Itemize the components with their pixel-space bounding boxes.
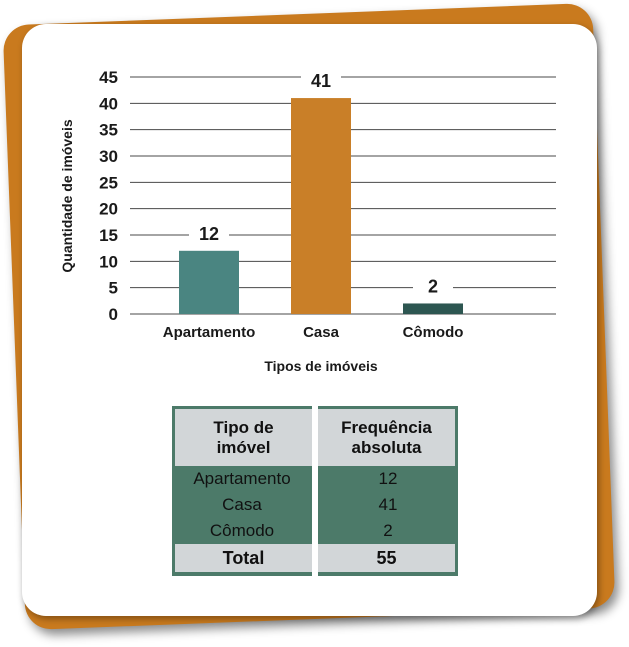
x-category-casa: Casa [303,324,340,341]
table-cell-freq-1: 12 [378,469,398,488]
table-header-frequencia: Frequência absoluta [318,409,455,466]
y-tick-label-25: 25 [99,173,118,192]
table-header-tipo: Tipo de imóvel [175,409,312,466]
y-axis-title: Quantidade de imóveis [59,119,75,272]
y-tick-label-45: 45 [99,68,118,87]
header-freq-line2: absoluta [351,437,422,457]
y-tick-label-20: 20 [99,200,118,219]
table-cell-tipo-2: Casa [222,495,262,514]
y-tick-label-0: 0 [109,305,118,324]
header-tipo-line1: Tipo de [213,417,274,437]
x-axis-categories: Apartamento Casa Cômodo [163,324,464,341]
y-tick-label-30: 30 [99,147,118,166]
y-tick-label-15: 15 [99,226,118,245]
table-column-divider [312,406,318,576]
table-total-value: 55 [318,544,455,572]
y-tick-label-40: 40 [99,94,118,113]
data-label-bg-comodo [413,276,453,297]
table-cell-tipo-1: Apartamento [193,469,291,488]
bar-chart: 0 5 10 15 20 25 30 35 40 45 12 41 2 Apartamento Casa… [59,68,556,374]
header-freq-line1: Frequência [341,417,432,437]
x-category-comodo: Cômodo [403,324,464,341]
data-label-comodo: 2 [428,276,438,296]
y-tick-label-5: 5 [109,279,118,298]
data-label-bg-apartamento [189,223,229,244]
data-label-apartamento: 12 [199,224,219,244]
table-total-label: Total [175,544,312,572]
y-tick-label-10: 10 [99,252,118,271]
data-labels: 12 41 2 [189,71,453,297]
x-category-apartamento: Apartamento [163,324,256,341]
header-tipo-line2: imóvel [216,437,271,457]
x-axis-title: Tipos de imóveis [264,358,378,374]
chart-bars [179,98,463,314]
data-label-bg-casa [301,71,341,92]
bar-casa [291,98,351,314]
y-axis-ticks: 0 5 10 15 20 25 30 35 40 45 [99,68,118,324]
table-cell-tipo-3: Cômodo [209,521,275,540]
frequency-table: Tipo de imóvel Frequência absoluta Apart… [172,406,458,576]
table-cell-freq-3: 2 [383,521,393,540]
table-cell-freq-2: 41 [378,495,398,514]
y-tick-label-35: 35 [99,121,118,140]
bar-apartamento [179,250,239,314]
data-label-casa: 41 [311,71,331,91]
bar-comodo [403,303,463,314]
